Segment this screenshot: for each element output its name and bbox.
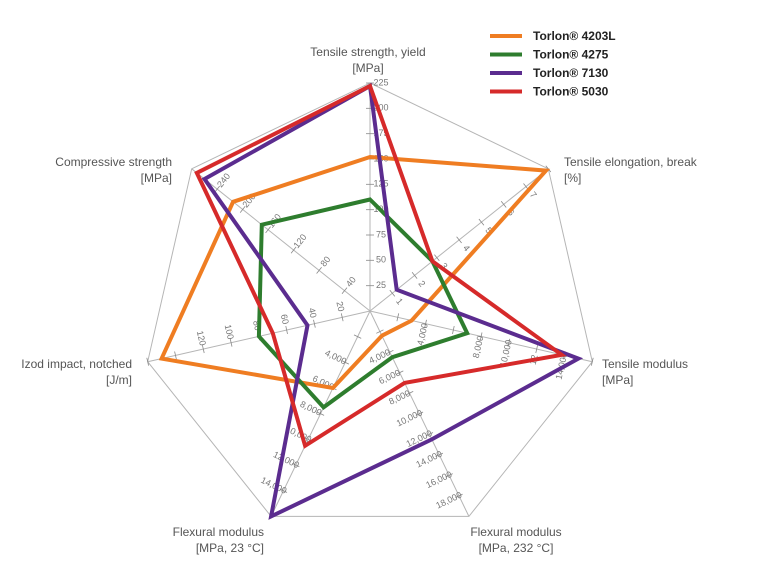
axis-unit: [%] [564,171,581,185]
axis-tick [340,313,344,322]
radar-grid [147,82,593,517]
tick-label: 75 [376,229,386,239]
tick-label: 6 [506,208,517,218]
tick-label: 80 [251,319,263,331]
series-lines [158,82,584,520]
axis-tick [396,313,400,322]
tick-label: 60 [279,313,291,325]
axis-name: Tensile modulus [602,357,688,371]
legend: Torlon® 4203L Torlon® 4275 Torlon® 7130 Tor… [490,29,616,99]
axis-unit: [MPa] [602,373,633,387]
tick-label: 4 [461,243,472,253]
axis-name: Compressive strength [55,155,172,169]
axis-name: Tensile elongation, break [564,155,698,169]
axis-tick [386,349,394,355]
tick-label: 25 [376,280,386,290]
tick-label: 100 [223,323,236,340]
axis-spoke [191,168,371,312]
tick-label: 4,000 [323,348,348,367]
tick-label: 40 [344,275,358,289]
tick-label: 6,000 [377,367,402,386]
axis-tick [452,326,455,334]
series-torlon-7130 [201,82,584,520]
tick-label: 225 [373,77,388,87]
axis-unit: [MPa] [352,61,383,75]
axis-tick [445,473,453,478]
axis-tick [405,391,414,396]
axis-tick [316,411,325,416]
tick-label: 200 [373,103,388,113]
axis-tick [411,272,418,279]
axis-tick [316,267,322,274]
legend-label: Torlon® 7130 [533,66,609,80]
axis-tick [434,254,440,262]
series-torlon-4203l [158,154,551,391]
axis-tick [425,432,434,437]
axis-tick [313,319,316,328]
axis-tick [285,326,288,334]
tick-label: 20 [334,300,346,312]
axis-tick [535,345,538,354]
tick-label: 4,000 [415,322,430,346]
axis-unit: [MPa, 23 °C] [196,541,264,555]
axis-tick [290,246,297,254]
axis-tick [341,360,350,365]
tick-label: 3 [439,261,450,271]
axis-tick [479,332,483,341]
tick-label: 80 [318,254,332,268]
axis-tick [174,351,177,360]
radar-outline [147,82,593,517]
tick-label: 50 [376,255,386,265]
axis-tick [376,329,384,334]
legend-label: Torlon® 4275 [533,48,609,62]
axis-name: Tensile strength, yield [310,45,425,59]
axis-name: Flexural modulus [173,525,264,539]
tick-label: 18,000 [434,490,463,511]
axis-tick [455,493,463,498]
axis-tick [435,452,444,457]
axis-tick [202,345,205,354]
tick-label: 16,000 [424,469,453,490]
series-torlon-4275 [256,197,471,410]
axis-unit: [J/m] [106,373,132,387]
tick-label: 1 [394,296,405,306]
axis-name: Izod impact, notched [21,357,132,371]
legend-label: Torlon® 5030 [533,85,609,99]
axis-tick [239,206,246,213]
axis-tick [146,357,149,366]
axis-tick [353,334,362,339]
tick-label: 7 [528,190,539,200]
tick-label: 2 [416,279,427,289]
tick-label: 8,000 [471,335,486,359]
axis-tick [456,236,462,244]
axis-unit: [MPa, 232 °C] [479,541,554,555]
tick-label: 40 [307,307,319,319]
axis-tick [229,338,233,347]
axis-tick [389,289,396,297]
axis-unit: [MPa] [141,171,172,185]
axis-tick [415,411,424,416]
axis-name: Flexural modulus [470,525,561,539]
tick-label: 10,000 [395,407,424,428]
axis-tick [507,338,511,347]
axis-tick [265,226,271,234]
tick-label: 175 [373,128,388,138]
tick-label: 5 [483,225,494,235]
axis-tick [424,319,427,328]
tick-label: 120 [291,232,308,250]
axis-tick [500,201,507,208]
axis-tick [395,370,404,375]
series-torlon-5030 [194,83,567,449]
tick-label: 14,000 [414,449,443,470]
axis-tick [591,357,594,366]
axis-tick [478,218,485,226]
axis-tick [292,462,300,468]
axis-labels: Tensile strength, yield [MPa] Tensile elon… [21,45,697,555]
legend-label: Torlon® 4203L [533,29,616,43]
axis-tick [341,287,348,295]
tick-label: 12,000 [272,449,301,470]
tick-label: 120 [195,330,208,347]
axis-tick [279,488,288,493]
